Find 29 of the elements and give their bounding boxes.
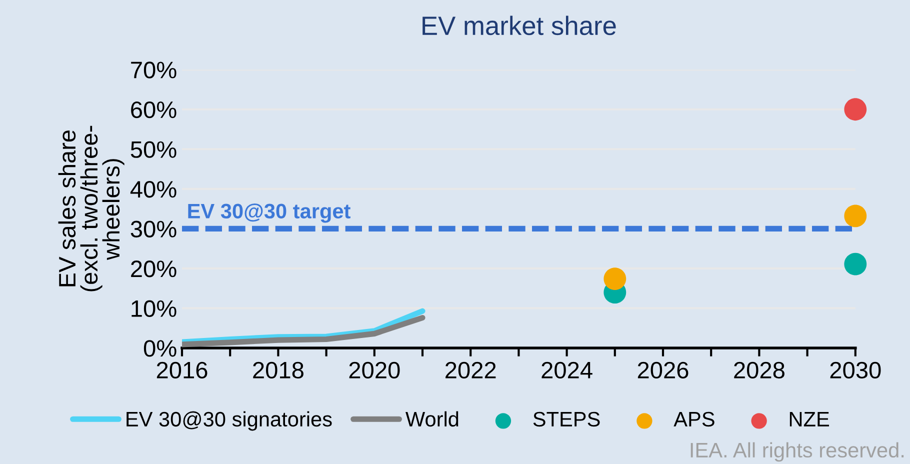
legend-label: STEPS bbox=[533, 412, 600, 427]
x-tick-label: 2024 bbox=[542, 362, 592, 379]
y-tick-label: 50% bbox=[130, 141, 176, 158]
y-tick-label: 0% bbox=[144, 340, 176, 357]
y-tick-label: 40% bbox=[130, 180, 176, 198]
point bbox=[844, 98, 867, 121]
point bbox=[844, 204, 867, 228]
x-tick-label: 2020 bbox=[349, 362, 400, 379]
x-tick-label: 2030 bbox=[830, 362, 881, 379]
point bbox=[844, 252, 867, 276]
text: IEA. All rights reserved. bbox=[690, 442, 904, 462]
x-tick-label: 2022 bbox=[446, 362, 496, 379]
y-tick-label: 60% bbox=[131, 101, 176, 118]
ref-line-label: EV 30@30 target bbox=[188, 204, 350, 223]
legend-label: EV 30@30 signatories bbox=[126, 411, 332, 431]
point bbox=[604, 268, 626, 290]
legend-label: NZE bbox=[790, 412, 829, 426]
x-tick-label: 2016 bbox=[156, 362, 208, 379]
x-tick-label: 2018 bbox=[253, 362, 304, 379]
y-axis-title: EV sales share (excl. two/three- wheelers) bbox=[58, 126, 124, 292]
x-tick-label: 2026 bbox=[638, 362, 688, 379]
y-tick-label: 20% bbox=[131, 260, 176, 278]
legend-label: World bbox=[406, 411, 458, 427]
y-tick-label: 70% bbox=[131, 62, 176, 78]
y-tick-label: 10% bbox=[132, 300, 176, 318]
chart-title: EV market share bbox=[422, 16, 616, 36]
x-tick-label: 2028 bbox=[734, 362, 784, 379]
y-tick-label: 30% bbox=[130, 220, 176, 238]
legend-label: APS bbox=[674, 412, 714, 427]
